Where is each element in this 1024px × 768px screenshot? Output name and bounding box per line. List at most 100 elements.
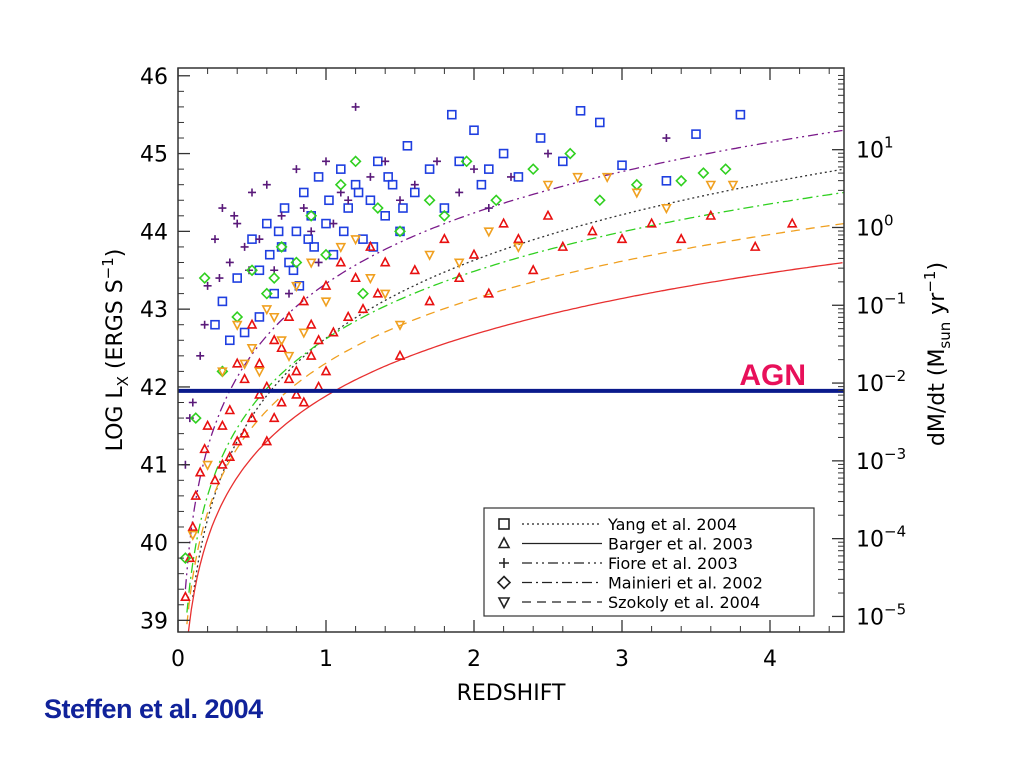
point-s0-35 xyxy=(469,125,479,136)
point-s1-13 xyxy=(254,357,265,368)
point-s0-14 xyxy=(298,187,309,198)
point-s4-10 xyxy=(335,242,347,254)
point-s0-27 xyxy=(387,179,398,190)
point-s0-37 xyxy=(483,164,494,174)
point-s0-8 xyxy=(269,288,280,299)
legend-marker-0 xyxy=(498,518,510,530)
point-s1-29 xyxy=(372,287,384,298)
y2-tick-label: 10−1 xyxy=(856,289,906,319)
point-s4-24 xyxy=(705,180,717,191)
point-s3-19 xyxy=(564,147,577,160)
point-s0-24 xyxy=(365,195,376,206)
point-s3-14 xyxy=(423,194,436,207)
point-s3-1 xyxy=(189,412,202,425)
legend-label-2: Fiore et al. 2003 xyxy=(608,554,738,573)
y2-tick-label: 10−4 xyxy=(856,523,906,553)
point-s0-3 xyxy=(232,273,242,283)
x-tick-label: 0 xyxy=(171,647,185,672)
point-s4-14 xyxy=(394,320,406,331)
point-s0-36 xyxy=(476,179,487,190)
point-s3-0 xyxy=(179,552,192,565)
point-s0-49 xyxy=(264,249,275,260)
point-s3-20 xyxy=(593,194,606,207)
point-s3-5 xyxy=(260,287,273,300)
point-s1-18 xyxy=(291,365,302,376)
point-s1-40 xyxy=(527,264,539,275)
point-s0-20 xyxy=(335,164,346,174)
point-s1-30 xyxy=(379,256,391,267)
point-s3-4 xyxy=(246,264,258,277)
point-s1-32 xyxy=(409,264,421,275)
point-s4-6 xyxy=(276,336,287,347)
point-s2-39 xyxy=(344,196,353,205)
point-s0-54 xyxy=(338,226,349,237)
point-s0-19 xyxy=(328,249,339,260)
point-s1-62 xyxy=(283,373,295,384)
point-s1-24 xyxy=(335,256,347,267)
point-s1-7 xyxy=(209,474,221,485)
y-axis-right: 10−5 10−4 10−3 10−2 10−1 100 101 xyxy=(832,74,906,630)
point-s3-16 xyxy=(460,155,473,168)
point-s1-34 xyxy=(439,233,450,244)
point-s2-35 xyxy=(285,289,293,298)
point-s1-63 xyxy=(298,396,310,407)
y-tick-label: 46 xyxy=(140,65,168,90)
x-tick-label: 4 xyxy=(763,647,777,672)
point-s1-37 xyxy=(483,287,495,298)
x-tick-label: 3 xyxy=(615,647,629,672)
point-s2-27 xyxy=(544,149,552,158)
point-s2-36 xyxy=(299,204,308,213)
point-s2-24 xyxy=(470,165,478,174)
point-s2-28 xyxy=(662,134,671,143)
point-s1-3 xyxy=(190,489,202,500)
y-axis-label: LOG LX (ERGS S−1) xyxy=(99,249,132,452)
point-s1-6 xyxy=(202,419,213,430)
point-s0-47 xyxy=(735,109,746,120)
point-s3-11 xyxy=(349,155,362,168)
point-s3-18 xyxy=(527,163,540,176)
legend-label-3: Mainieri et al. 2002 xyxy=(608,574,763,593)
point-s3-27 xyxy=(357,287,369,300)
point-s0-4 xyxy=(239,327,250,338)
point-s0-25 xyxy=(372,156,383,167)
point-s4-27 xyxy=(254,367,265,378)
curve-1 xyxy=(187,262,843,633)
point-s4-12 xyxy=(365,274,376,285)
y-tick-label: 44 xyxy=(140,220,168,245)
y2-tick-label: 10−3 xyxy=(856,445,906,475)
point-s1-25 xyxy=(342,310,354,321)
point-s2-3 xyxy=(203,281,212,290)
y-tick-label: 43 xyxy=(140,298,168,323)
point-s0-6 xyxy=(254,265,265,276)
point-s0-12 xyxy=(291,226,302,237)
y-axis-right-label: dM/dt (Msun yr−1) xyxy=(921,262,954,446)
point-s2-12 xyxy=(277,211,286,220)
point-s1-8 xyxy=(217,458,228,469)
point-s3-26 xyxy=(268,272,281,284)
data-points xyxy=(179,102,798,601)
point-s3-10 xyxy=(334,178,347,191)
point-s3-9 xyxy=(320,248,332,261)
point-s0-1 xyxy=(217,296,228,307)
y-tick-label: 40 xyxy=(140,532,168,557)
point-s2-6 xyxy=(225,258,234,267)
point-s4-16 xyxy=(453,258,465,269)
point-s4-7 xyxy=(291,281,302,292)
point-s4-1 xyxy=(202,460,213,471)
point-s1-33 xyxy=(424,295,435,306)
agn-label: AGN xyxy=(739,359,806,392)
point-s2-20 xyxy=(396,196,404,205)
point-s0-22 xyxy=(350,179,361,190)
point-s4-3 xyxy=(231,320,243,331)
y-tick-label: 45 xyxy=(140,143,168,168)
point-s1-39 xyxy=(513,233,524,244)
point-s0-40 xyxy=(535,133,546,143)
point-s1-64 xyxy=(313,334,324,345)
point-s0-46 xyxy=(691,129,701,139)
point-s0-52 xyxy=(309,242,319,252)
point-s1-61 xyxy=(268,411,280,423)
x-axis-label: REDSHIFT xyxy=(457,681,566,706)
point-s0-23 xyxy=(358,234,368,244)
